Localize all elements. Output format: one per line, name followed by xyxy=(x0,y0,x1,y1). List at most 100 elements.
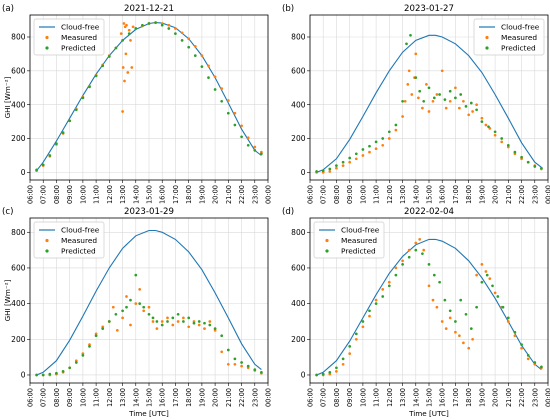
data-point-measured xyxy=(147,305,151,309)
data-point-predicted xyxy=(448,89,452,93)
data-point-predicted xyxy=(246,143,250,147)
data-point-predicted xyxy=(260,370,263,374)
legend-marker-dot xyxy=(45,35,49,40)
x-tick-label: 16:00 xyxy=(439,388,447,407)
data-point-measured xyxy=(187,37,191,41)
x-tick-label: 20:00 xyxy=(212,388,220,407)
data-point-measured xyxy=(142,309,146,313)
data-point-measured xyxy=(480,263,484,266)
data-point-measured xyxy=(493,133,497,137)
y-tick-label: 400 xyxy=(11,100,26,109)
y-tick-label: 200 xyxy=(11,134,26,143)
data-point-predicted xyxy=(506,143,510,147)
x-tick-label: 18:00 xyxy=(185,388,193,407)
data-point-predicted xyxy=(187,316,191,320)
data-point-predicted xyxy=(94,334,98,338)
data-point-predicted xyxy=(361,148,365,151)
data-point-predicted xyxy=(134,27,138,30)
data-point-predicted xyxy=(341,357,345,361)
y-tick-label: 800 xyxy=(11,33,26,42)
data-point-predicted xyxy=(180,39,184,42)
data-point-measured xyxy=(381,288,385,291)
x-tick-label: 07:00 xyxy=(40,185,48,204)
data-point-measured xyxy=(129,323,132,327)
x-tick-label: 23:00 xyxy=(531,185,539,204)
x-tick-label: 15:00 xyxy=(426,388,434,407)
x-tick-label: 08:00 xyxy=(333,185,341,204)
data-point-predicted xyxy=(121,39,124,42)
x-tick-label: 10:00 xyxy=(79,185,87,204)
x-tick-label: 10:00 xyxy=(359,388,367,407)
legend-marker-dot xyxy=(45,249,49,253)
y-tick-label: 600 xyxy=(11,264,26,273)
data-point-measured xyxy=(220,350,224,354)
data-point-predicted xyxy=(381,137,385,140)
data-point-predicted xyxy=(432,273,436,277)
x-tick-label: 00:00 xyxy=(265,388,273,407)
series-line-cloud-free xyxy=(36,229,262,376)
data-point-predicted xyxy=(401,99,404,103)
data-point-measured xyxy=(374,147,378,151)
y-tick-label: 600 xyxy=(291,66,306,75)
y-tick-label: 200 xyxy=(291,134,306,143)
data-point-measured xyxy=(387,280,391,284)
data-point-measured xyxy=(200,54,204,57)
data-point-predicted xyxy=(540,365,543,369)
data-point-predicted xyxy=(220,99,224,103)
x-tick-label: 23:00 xyxy=(251,185,259,204)
data-point-predicted xyxy=(193,54,197,57)
data-point-measured xyxy=(440,69,444,73)
data-point-measured xyxy=(431,298,435,302)
data-point-predicted xyxy=(438,93,441,96)
data-point-measured xyxy=(488,277,492,280)
data-point-predicted xyxy=(166,320,169,323)
data-point-predicted xyxy=(107,55,111,58)
legend-marker-dot xyxy=(45,238,49,243)
data-point-predicted xyxy=(328,370,332,374)
data-point-measured xyxy=(454,330,457,334)
data-point-measured xyxy=(422,248,426,252)
data-point-measured xyxy=(193,44,197,48)
data-point-measured xyxy=(123,79,126,83)
data-point-measured xyxy=(480,116,484,120)
x-tick-label: 15:00 xyxy=(146,185,154,204)
data-point-predicted xyxy=(469,101,473,105)
panel-1: 06:00 07:00 08:00 09:00 10:00 11:00 12:00 13:00… xyxy=(2,4,273,204)
data-point-predicted xyxy=(101,64,105,68)
data-point-measured xyxy=(240,124,243,128)
data-point-predicted xyxy=(348,345,352,348)
x-tick-label: 08:00 xyxy=(333,388,341,407)
data-point-predicted xyxy=(129,298,132,302)
data-point-predicted xyxy=(240,135,243,139)
data-point-predicted xyxy=(35,168,38,172)
y-tick-label: 800 xyxy=(11,228,26,237)
data-point-measured xyxy=(160,320,164,323)
data-point-predicted xyxy=(61,370,65,373)
data-point-measured xyxy=(125,295,128,298)
x-tick-label: 16:00 xyxy=(159,388,167,407)
data-point-predicted xyxy=(321,372,325,376)
x-tick-label: 13:00 xyxy=(119,185,127,204)
y-tick-label: 400 xyxy=(291,299,306,308)
x-tick-label: 11:00 xyxy=(93,388,101,407)
panel-title: 2022-02-04 xyxy=(404,207,454,217)
data-point-predicted xyxy=(68,366,72,370)
legend-label: Measured xyxy=(341,236,377,245)
y-tick-label: 0 xyxy=(301,168,306,177)
x-tick-label: 11:00 xyxy=(93,185,101,204)
legend-marker-dot xyxy=(325,238,329,243)
data-point-predicted xyxy=(526,354,530,357)
data-point-measured xyxy=(387,137,391,140)
data-point-measured xyxy=(414,52,418,56)
data-point-predicted xyxy=(315,170,318,173)
data-point-measured xyxy=(427,110,431,113)
legend-label: Predicted xyxy=(61,44,96,53)
data-point-measured xyxy=(444,106,448,110)
x-tick-label: 13:00 xyxy=(399,388,407,407)
data-point-predicted xyxy=(208,323,212,327)
legend-label: Cloud-free xyxy=(341,226,380,235)
panel-4: 06:00 07:00 08:00 09:00 10:00 11:00 12:00 13:00… xyxy=(282,207,550,418)
x-tick-label: 20:00 xyxy=(212,185,220,204)
x-tick-label: 15:00 xyxy=(426,185,434,204)
